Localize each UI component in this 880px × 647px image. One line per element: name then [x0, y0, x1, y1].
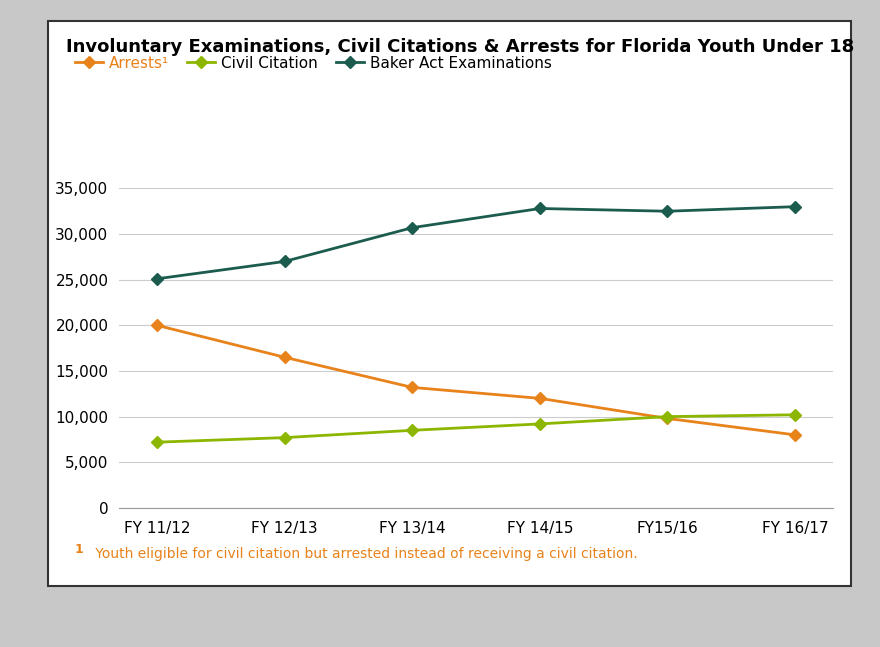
Legend: Arrests¹, Civil Citation, Baker Act Examinations: Arrests¹, Civil Citation, Baker Act Exam…: [70, 49, 558, 77]
Text: 1: 1: [75, 543, 84, 556]
Text: Involuntary Examinations, Civil Citations & Arrests for Florida Youth Under 18: Involuntary Examinations, Civil Citation…: [66, 38, 854, 56]
Text: Youth eligible for civil citation but arrested instead of receiving a civil cita: Youth eligible for civil citation but ar…: [91, 547, 637, 561]
